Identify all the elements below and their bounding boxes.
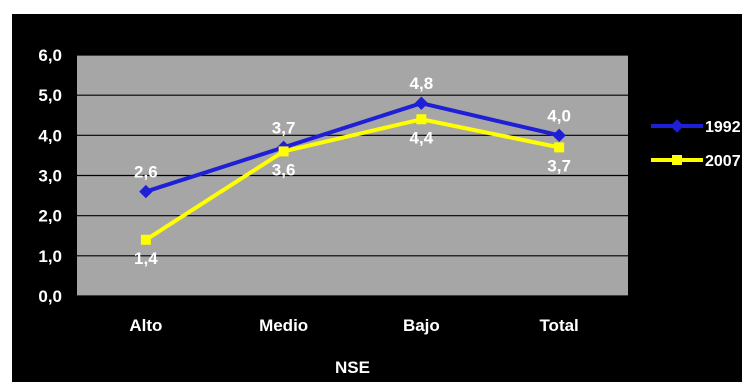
data-point-1992 — [552, 128, 566, 143]
legend-marker-1992 — [670, 119, 684, 133]
data-label-2007: 3,7 — [547, 156, 571, 175]
data-label-1992: 3,7 — [272, 118, 296, 137]
data-point-2007 — [140, 234, 151, 245]
data-point-2007 — [554, 142, 565, 153]
data-point-2007 — [416, 114, 427, 125]
data-label-1992: 4,8 — [410, 74, 434, 93]
y-tick-label: 5,0 — [38, 86, 62, 105]
legend-label-1992: 1992 — [705, 119, 741, 136]
data-label-2007: 4,4 — [410, 128, 434, 147]
data-point-2007 — [278, 146, 289, 157]
series-line-1992 — [145, 101, 560, 194]
series-line-2007 — [144, 117, 560, 242]
x-tick-label: Bajo — [403, 316, 440, 335]
y-tick-label: 0,0 — [38, 287, 62, 306]
data-label-2007: 3,6 — [272, 160, 296, 179]
data-point-1992 — [139, 184, 153, 199]
data-label-2007: 1,4 — [134, 249, 158, 268]
y-tick-label: 3,0 — [38, 167, 62, 186]
x-axis-title: NSE — [335, 358, 370, 377]
y-tick-label: 1,0 — [38, 247, 62, 266]
data-label-1992: 4,0 — [547, 106, 571, 125]
x-tick-label: Total — [539, 316, 578, 335]
y-tick-label: 2,0 — [38, 207, 62, 226]
x-tick-label: Medio — [259, 316, 308, 335]
data-point-1992 — [414, 96, 429, 110]
x-tick-label: Alto — [129, 316, 162, 335]
legend-marker-2007 — [672, 155, 682, 165]
legend-label-2007: 2007 — [705, 153, 741, 170]
data-label-1992: 2,6 — [134, 163, 158, 182]
y-tick-label: 4,0 — [38, 126, 62, 145]
y-tick-label: 6,0 — [38, 46, 62, 65]
